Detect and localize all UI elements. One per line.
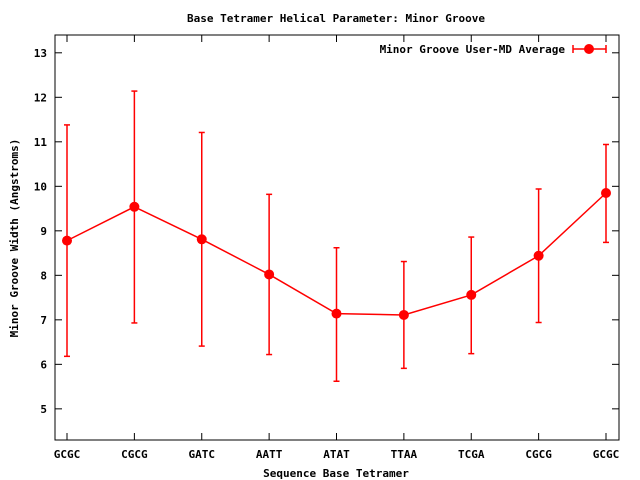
x-axis: GCGC CGCG GATC AATT ATAT TTAA TCGA CGCG GCGC	[54, 35, 620, 461]
y-tick-label: 12	[34, 91, 47, 104]
chart-title: Base Tetramer Helical Parameter: Minor G…	[187, 12, 485, 25]
data-point	[62, 235, 72, 246]
x-tick-label: TTAA	[391, 448, 418, 461]
x-tick-label: CGCG	[121, 448, 148, 461]
x-tick-label: TCGA	[458, 448, 485, 461]
x-tick-label: GCGC	[593, 448, 620, 461]
legend-marker	[584, 44, 594, 54]
y-tick-label: 11	[34, 136, 48, 149]
data-point	[398, 309, 409, 320]
data-point	[331, 308, 342, 319]
y-tick-label: 7	[40, 314, 47, 327]
y-tick-label: 9	[40, 225, 47, 238]
x-tick-label: CGCG	[525, 448, 552, 461]
y-tick-label: 5	[40, 403, 47, 416]
x-tick-label: GATC	[189, 448, 216, 461]
series-group	[62, 90, 611, 383]
x-tick-label: GCGC	[54, 448, 81, 461]
x-tick-label: AATT	[256, 448, 283, 461]
data-point	[533, 250, 544, 261]
data-point	[129, 201, 140, 212]
y-axis-label: Minor Groove Width (Angstroms)	[8, 139, 21, 338]
legend-label: Minor Groove User-MD Average	[380, 43, 566, 56]
data-point	[264, 269, 275, 280]
y-axis: 5 6 7 8 9 10 11 12 13	[34, 47, 619, 416]
x-axis-label: Sequence Base Tetramer	[263, 467, 409, 480]
data-point	[601, 187, 611, 198]
y-tick-label: 8	[40, 269, 47, 282]
y-tick-label: 10	[34, 180, 47, 193]
y-tick-label: 6	[40, 358, 47, 371]
x-tick-label: ATAT	[323, 448, 350, 461]
legend: Minor Groove User-MD Average	[380, 43, 607, 56]
data-point	[466, 289, 477, 300]
data-point	[196, 234, 207, 245]
y-tick-label: 13	[34, 47, 47, 60]
